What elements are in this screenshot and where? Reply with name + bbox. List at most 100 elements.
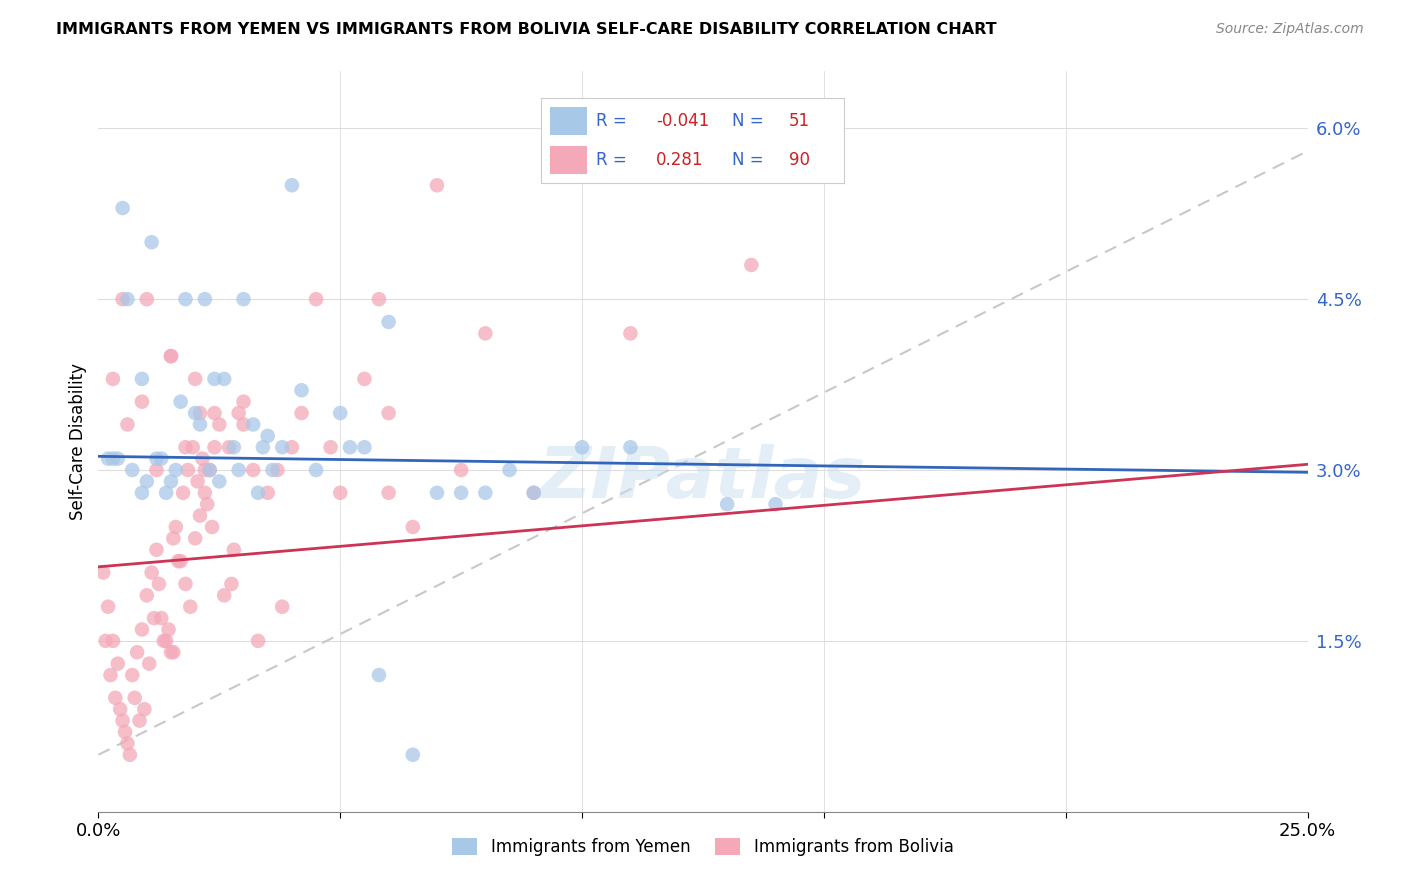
Text: R =: R = xyxy=(596,112,627,130)
Point xyxy=(117,736,139,750)
Point xyxy=(160,349,183,363)
Point xyxy=(138,657,160,671)
Point xyxy=(212,372,235,386)
Point xyxy=(450,485,472,500)
Point xyxy=(167,554,190,568)
Point xyxy=(232,292,254,306)
Point xyxy=(141,566,163,580)
Point xyxy=(305,292,328,306)
Point xyxy=(247,633,270,648)
Point xyxy=(117,417,139,432)
Point xyxy=(160,475,183,489)
Point xyxy=(242,417,264,432)
Point xyxy=(450,463,472,477)
Point xyxy=(716,497,738,511)
Point xyxy=(143,611,166,625)
Point xyxy=(232,394,254,409)
Point xyxy=(242,463,264,477)
Point xyxy=(131,623,153,637)
Point xyxy=(194,292,217,306)
Point xyxy=(271,599,294,614)
Point xyxy=(162,645,184,659)
Point xyxy=(162,532,184,546)
Point xyxy=(329,485,352,500)
Point xyxy=(108,702,131,716)
Text: Source: ZipAtlas.com: Source: ZipAtlas.com xyxy=(1216,22,1364,37)
Point xyxy=(204,440,226,454)
Point xyxy=(252,440,274,454)
Point xyxy=(218,440,240,454)
Point xyxy=(91,566,114,580)
Point xyxy=(262,463,284,477)
Point xyxy=(155,633,177,648)
Point xyxy=(377,485,399,500)
Point xyxy=(198,463,221,477)
Point xyxy=(157,623,180,637)
Text: R =: R = xyxy=(596,151,627,169)
Bar xyxy=(550,107,586,136)
Point xyxy=(368,292,391,306)
Point xyxy=(256,429,278,443)
Point xyxy=(198,463,221,477)
Point xyxy=(571,440,593,454)
Point xyxy=(474,485,496,500)
Point xyxy=(174,440,197,454)
Point xyxy=(165,463,187,477)
Point xyxy=(619,440,641,454)
Point xyxy=(121,463,143,477)
Point xyxy=(305,463,328,477)
Point xyxy=(212,588,235,602)
Point xyxy=(247,485,270,500)
Point xyxy=(179,599,201,614)
Point xyxy=(111,201,134,215)
Point xyxy=(160,349,183,363)
Point xyxy=(368,668,391,682)
Bar xyxy=(550,145,586,175)
Point xyxy=(111,292,134,306)
Point xyxy=(135,475,157,489)
Point xyxy=(184,532,207,546)
Point xyxy=(160,645,183,659)
Point xyxy=(111,714,134,728)
Point xyxy=(222,542,245,557)
Point xyxy=(208,417,231,432)
Text: 90: 90 xyxy=(789,151,810,169)
Point xyxy=(184,372,207,386)
Text: -0.041: -0.041 xyxy=(657,112,710,130)
Point xyxy=(266,463,288,477)
Text: N =: N = xyxy=(731,112,763,130)
Point xyxy=(148,577,170,591)
Point xyxy=(523,485,546,500)
Point xyxy=(222,440,245,454)
Point xyxy=(131,394,153,409)
Point xyxy=(402,747,425,762)
Point xyxy=(181,440,204,454)
Point xyxy=(765,497,787,511)
Point xyxy=(174,577,197,591)
Point xyxy=(228,463,250,477)
Point xyxy=(97,451,120,466)
Point xyxy=(290,406,312,420)
Point xyxy=(152,633,174,648)
Point xyxy=(281,178,304,193)
Point xyxy=(329,406,352,420)
Point xyxy=(228,406,250,420)
Point xyxy=(204,406,226,420)
Point xyxy=(187,475,209,489)
Point xyxy=(114,725,136,739)
Text: ZIPatlas: ZIPatlas xyxy=(540,444,866,513)
Point xyxy=(523,485,546,500)
Point xyxy=(107,657,129,671)
Point xyxy=(194,485,217,500)
Point xyxy=(319,440,342,454)
Point xyxy=(100,668,122,682)
Point xyxy=(101,451,124,466)
Point xyxy=(232,417,254,432)
Point xyxy=(94,633,117,648)
Point xyxy=(474,326,496,341)
Text: N =: N = xyxy=(731,151,763,169)
Y-axis label: Self-Care Disability: Self-Care Disability xyxy=(69,363,87,520)
Point xyxy=(172,485,194,500)
Point xyxy=(339,440,361,454)
Point xyxy=(145,451,167,466)
